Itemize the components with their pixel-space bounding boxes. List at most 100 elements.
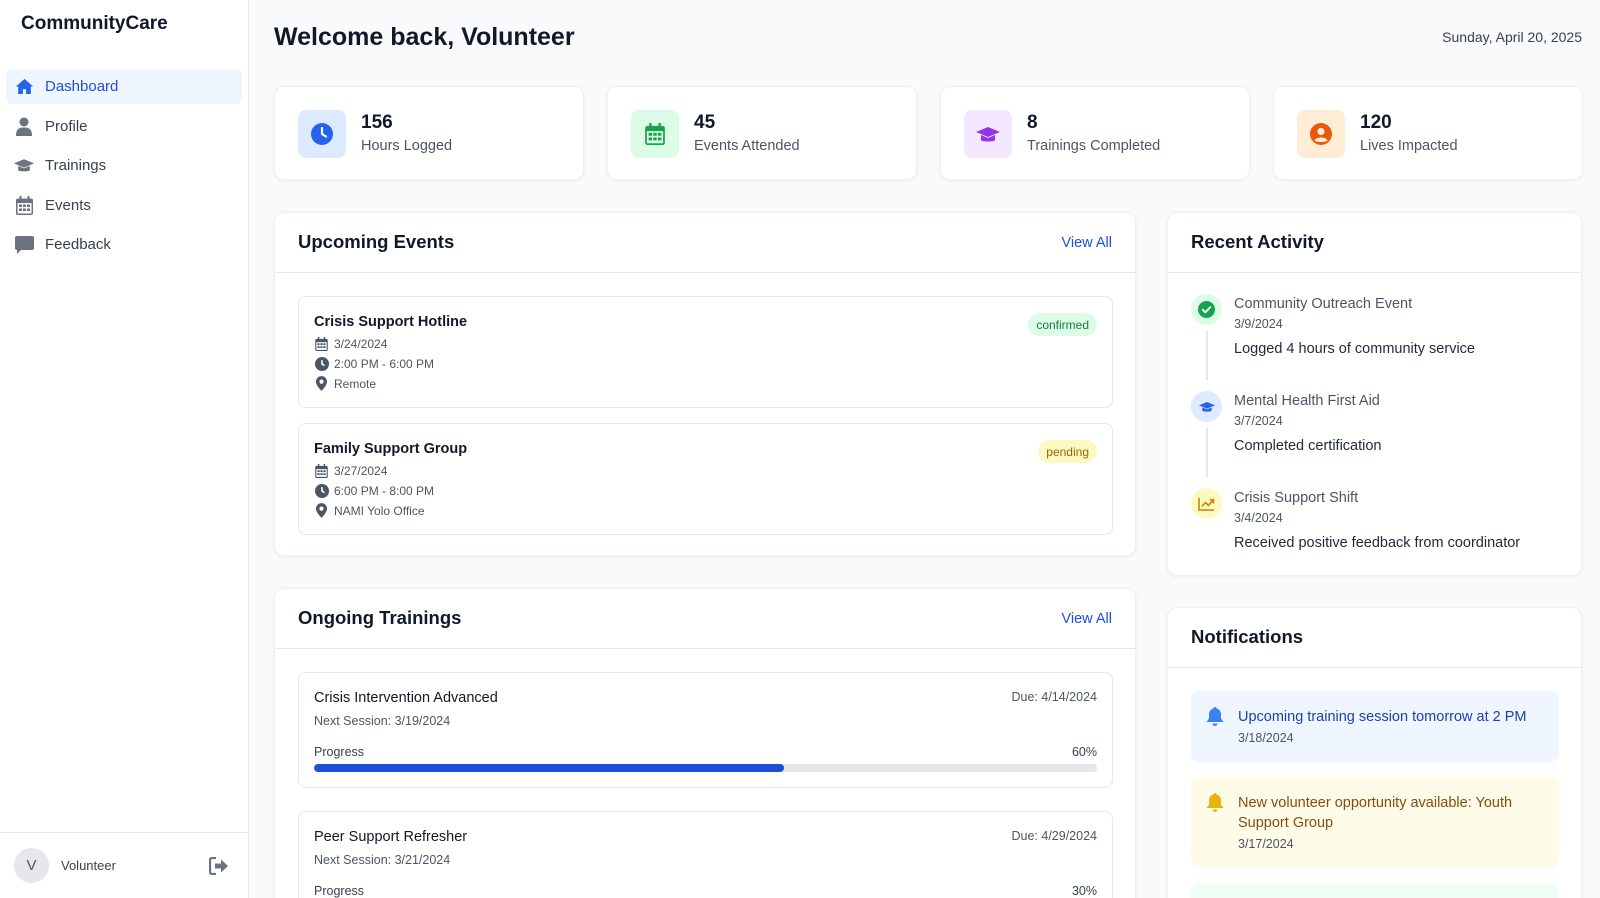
sidebar-item-label: Dashboard bbox=[45, 78, 119, 95]
notification-text: Upcoming training session tomorrow at 2 … bbox=[1238, 709, 1527, 725]
user-circle-icon bbox=[1297, 110, 1345, 158]
notifications-card: Notifications Upcoming training session … bbox=[1167, 607, 1582, 898]
training-item[interactable]: Crisis Intervention Advanced Next Sessio… bbox=[298, 672, 1113, 788]
graduation-cap-icon bbox=[14, 156, 34, 176]
chart-line-icon bbox=[1191, 488, 1222, 519]
stat-card-hours: 156 Hours Logged bbox=[274, 86, 584, 180]
sidebar-item-trainings[interactable]: Trainings bbox=[6, 148, 242, 183]
sidebar-item-feedback[interactable]: Feedback bbox=[6, 227, 242, 262]
event-location-row: Remote bbox=[314, 376, 376, 391]
map-pin-icon bbox=[314, 376, 329, 391]
activity-title: Community Outreach Event bbox=[1234, 296, 1413, 312]
progress-label: Progress bbox=[314, 884, 365, 898]
sidebar-nav: Dashboard Profile Trainings Events Feedb… bbox=[6, 69, 242, 267]
sidebar-item-dashboard[interactable]: Dashboard bbox=[6, 69, 242, 104]
activity-date: 3/4/2024 bbox=[1234, 511, 1283, 525]
activity-date: 3/7/2024 bbox=[1234, 414, 1283, 428]
notification-item[interactable] bbox=[1191, 884, 1559, 898]
comment-icon bbox=[14, 235, 34, 255]
card-header: Recent Activity bbox=[1168, 213, 1581, 273]
bell-icon bbox=[1206, 793, 1226, 813]
training-next-session: Next Session: 3/21/2024 bbox=[314, 853, 451, 867]
card-title: Notifications bbox=[1191, 626, 1304, 647]
notification-item[interactable]: New volunteer opportunity available: You… bbox=[1191, 777, 1559, 868]
check-circle-icon bbox=[1191, 294, 1222, 325]
event-time-row: 6:00 PM - 8:00 PM bbox=[314, 483, 434, 498]
training-item[interactable]: Peer Support Refresher Next Session: 3/2… bbox=[298, 811, 1113, 898]
status-badge: pending bbox=[1038, 440, 1097, 463]
card-title: Ongoing Trainings bbox=[298, 607, 462, 628]
sidebar-item-profile[interactable]: Profile bbox=[6, 109, 242, 144]
upcoming-events-card: Upcoming Events View All Crisis Support … bbox=[274, 212, 1136, 556]
sidebar: CommunityCare Dashboard Profile Training… bbox=[0, 0, 249, 898]
calendar-icon bbox=[314, 463, 329, 478]
notification-date: 3/17/2024 bbox=[1238, 837, 1294, 851]
event-location: Remote bbox=[334, 376, 377, 391]
event-date-row: 3/24/2024 bbox=[314, 336, 387, 351]
stat-card-trainings: 8 Trainings Completed bbox=[940, 86, 1250, 180]
event-date: 3/27/2024 bbox=[334, 463, 388, 478]
view-all-trainings-link[interactable]: View All bbox=[1061, 611, 1112, 627]
graduation-cap-icon bbox=[1191, 391, 1222, 422]
activity-title: Mental Health First Aid bbox=[1234, 393, 1380, 409]
event-location: NAMI Yolo Office bbox=[334, 503, 425, 518]
user-panel: V Volunteer bbox=[0, 832, 249, 898]
activity-date: 3/9/2024 bbox=[1234, 317, 1283, 331]
brand-logo[interactable]: CommunityCare bbox=[21, 13, 168, 34]
event-name: Crisis Support Hotline bbox=[314, 314, 468, 330]
stat-card-lives: 120 Lives Impacted bbox=[1273, 86, 1583, 180]
bell-icon bbox=[1206, 707, 1226, 727]
current-date: Sunday, April 20, 2025 bbox=[1442, 29, 1582, 45]
card-header: Notifications bbox=[1168, 608, 1581, 668]
notification-item[interactable]: Upcoming training session tomorrow at 2 … bbox=[1191, 691, 1559, 762]
ongoing-trainings-card: Ongoing Trainings View All Crisis Interv… bbox=[274, 588, 1136, 898]
timeline-connector bbox=[1206, 331, 1208, 380]
stat-label: Lives Impacted bbox=[1360, 138, 1458, 154]
avatar[interactable]: V bbox=[14, 848, 49, 883]
event-location-row: NAMI Yolo Office bbox=[314, 503, 425, 518]
stat-label: Hours Logged bbox=[361, 138, 453, 154]
clock-icon bbox=[298, 110, 346, 158]
graduation-cap-icon bbox=[964, 110, 1012, 158]
calendar-icon bbox=[14, 195, 34, 215]
card-header: Ongoing Trainings View All bbox=[275, 589, 1135, 649]
activity-description: Received positive feedback from coordina… bbox=[1234, 535, 1521, 551]
progress-percent: 60% bbox=[1071, 745, 1097, 759]
training-name: Peer Support Refresher bbox=[314, 829, 468, 845]
progress-percent: 30% bbox=[1071, 884, 1097, 898]
training-next-session: Next Session: 3/19/2024 bbox=[314, 714, 451, 728]
event-item[interactable]: Family Support Group 3/27/2024 6:00 PM -… bbox=[298, 423, 1113, 535]
map-pin-icon bbox=[314, 503, 329, 518]
event-date-row: 3/27/2024 bbox=[314, 463, 387, 478]
stat-value: 120 bbox=[1360, 112, 1392, 133]
user-name: Volunteer bbox=[61, 858, 116, 873]
calendar-icon bbox=[314, 336, 329, 351]
event-time-row: 2:00 PM - 6:00 PM bbox=[314, 356, 434, 371]
view-all-events-link[interactable]: View All bbox=[1061, 235, 1112, 251]
timeline-connector bbox=[1206, 428, 1208, 477]
card-title: Recent Activity bbox=[1191, 231, 1324, 252]
clock-icon bbox=[314, 356, 329, 371]
recent-activity-card: Recent Activity Community Outreach Event… bbox=[1167, 212, 1582, 576]
stat-value: 8 bbox=[1027, 112, 1038, 133]
logout-icon[interactable] bbox=[208, 856, 229, 877]
progress-bar bbox=[314, 764, 1097, 772]
event-item[interactable]: Crisis Support Hotline 3/24/2024 2:00 PM… bbox=[298, 296, 1113, 408]
sidebar-item-events[interactable]: Events bbox=[6, 188, 242, 223]
calendar-icon bbox=[631, 110, 679, 158]
event-time: 6:00 PM - 8:00 PM bbox=[334, 483, 435, 498]
training-due-date: Due: 4/14/2024 bbox=[1011, 690, 1098, 704]
stat-card-events: 45 Events Attended bbox=[607, 86, 917, 180]
progress-fill bbox=[314, 764, 784, 772]
event-name: Family Support Group bbox=[314, 441, 468, 457]
activity-description: Logged 4 hours of community service bbox=[1234, 341, 1475, 357]
card-header: Upcoming Events View All bbox=[275, 213, 1135, 273]
activity-title: Crisis Support Shift bbox=[1234, 490, 1359, 506]
progress-label: Progress bbox=[314, 745, 365, 759]
stat-label: Events Attended bbox=[694, 138, 800, 154]
event-time: 2:00 PM - 6:00 PM bbox=[334, 356, 435, 371]
event-date: 3/24/2024 bbox=[334, 336, 388, 351]
user-icon bbox=[14, 116, 34, 136]
stat-value: 45 bbox=[694, 112, 716, 133]
sidebar-item-label: Trainings bbox=[45, 157, 107, 174]
